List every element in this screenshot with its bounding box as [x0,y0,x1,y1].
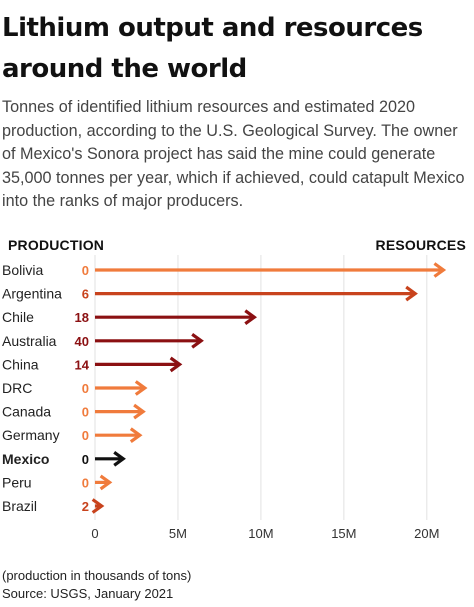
category-label: Bolivia [2,262,43,278]
source-note: Source: USGS, January 2021 [2,586,174,601]
category-label: Argentina [2,286,62,302]
production-value: 18 [75,310,89,325]
chart-title: Lithium output and resources around the … [2,13,423,84]
production-header: PRODUCTION [8,237,105,253]
resource-arrowhead [433,262,447,278]
production-value: 6 [82,287,89,302]
category-label: Australia [2,333,57,349]
category-label: Mexico [2,451,49,467]
category-label: Brazil [2,498,37,514]
category-label: Chile [2,309,34,325]
production-value: 2 [82,499,89,514]
x-tick-label: 0 [91,526,98,541]
x-tick-label: 10M [248,526,273,541]
chart-subtitle: Tonnes of identified lithium resources a… [2,98,465,210]
resource-arrowhead [191,333,204,349]
category-label: China [2,356,39,372]
resource-arrowhead [134,380,148,396]
x-tick-label: 20M [414,526,439,541]
production-value: 0 [82,475,89,490]
resource-arrowhead [244,309,258,325]
production-value: 0 [82,381,89,396]
category-label: DRC [2,380,32,396]
category-label: Peru [2,474,32,490]
production-value: 0 [82,263,89,278]
production-value: 0 [82,405,89,420]
x-tick-label: 15M [331,526,356,541]
category-label: Germany [2,427,60,443]
x-tick-label: 5M [169,526,187,541]
resource-arrowhead [133,403,146,420]
footnote: (production in thousands of tons) [2,568,192,583]
resource-arrowhead [405,285,418,302]
production-value: 14 [75,357,90,372]
resources-header: RESOURCES [375,237,466,253]
resource-arrowhead [91,498,105,514]
category-label: Canada [2,404,51,420]
production-value: 0 [82,428,89,443]
production-value: 0 [82,452,89,467]
resource-arrowhead [169,356,183,373]
production-value: 40 [75,334,89,349]
resource-arrowhead [99,474,113,491]
resource-arrowhead [129,427,143,443]
resource-arrowhead [113,451,126,467]
